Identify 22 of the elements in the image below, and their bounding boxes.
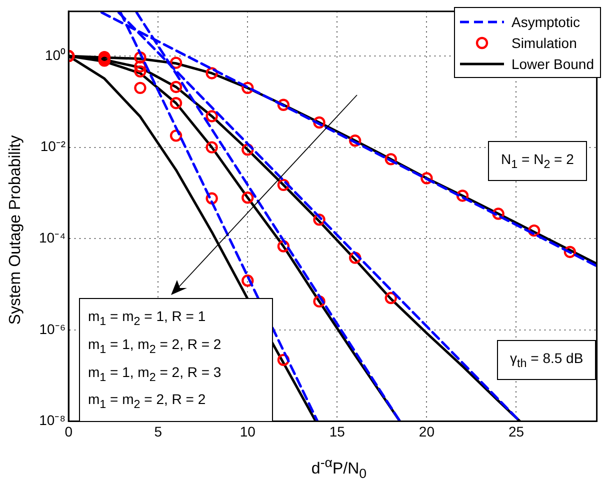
annotation: m$_{1}$ = m$_{2}$ = 1, R = 1 [88,307,207,330]
x-tick-label: 0 [64,423,73,440]
x-tick-label: 5 [154,423,162,440]
y-axis-title: System Outage Probability [7,135,25,325]
y-tick-label: 10⁰ [45,46,66,63]
annotation: m$_{1}$ = m$_{2}$ = 2, R = 2 [88,390,207,414]
x-tick-label: 10 [240,423,256,440]
x-tick-label: 20 [418,423,435,440]
x-tick-label: 15 [329,423,346,440]
annotation: m$_{1}$ = 1, m$_{2}$ = 2, R = 2 [88,334,222,358]
note-box: γ$_{th}$ = 8.5 dB [497,340,596,380]
y-tick-label: 10⁻⁴ [38,229,66,246]
x-tick-label: 25 [508,423,524,440]
y-tick-label: 10⁻⁶ [39,320,66,337]
annotation: m$_{1}$ = 1, m$_{2}$ = 2, R = 3 [88,362,222,386]
legend-label: Lower Bound [511,56,594,72]
legend-label: Simulation [511,34,577,50]
legend-label: Asymptotic [511,14,580,30]
note-box: N$_{1}$ = N$_{2}$ = 2 [488,141,587,181]
y-tick-label: 10⁻² [40,138,66,154]
x-axis-title: d$^{-α}$P/N$_{0}$ [311,455,367,481]
y-tick-label: 10⁻⁸ [39,412,66,428]
